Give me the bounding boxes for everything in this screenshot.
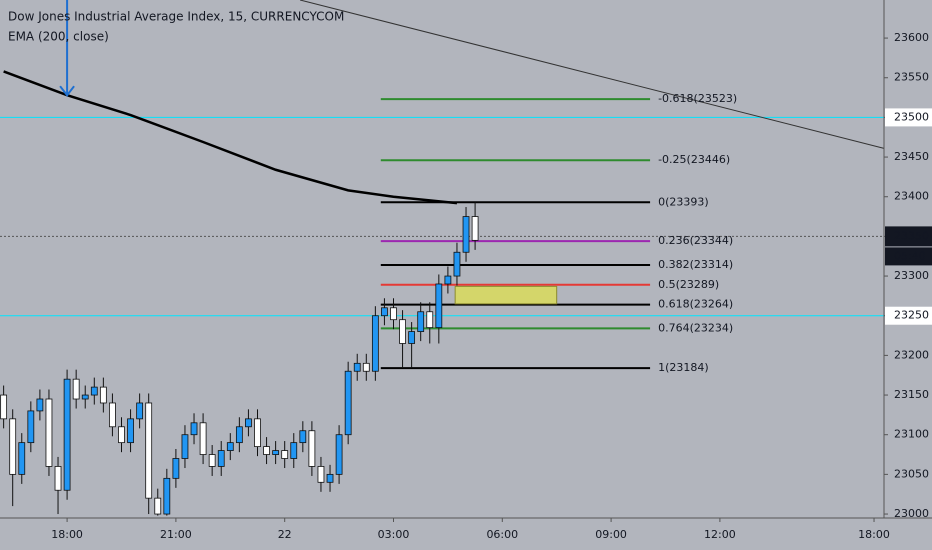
candle-body [362,362,370,372]
last-price-label: 23350 [894,229,929,242]
candle-body [72,378,80,400]
candle-body [444,275,452,285]
x-tick-label: 18:00 [858,528,890,541]
candle-body [408,331,416,344]
candle-body [145,402,153,499]
x-tick-label: 21:00 [160,528,192,541]
countdown-tag [885,247,932,266]
candle-body [235,426,243,444]
x-tick-label: 18:00 [51,528,83,541]
candle-body [435,283,443,329]
countdown-label: 05:40 [894,249,926,262]
candle-body [453,251,461,277]
y-tick-label: 23050 [894,467,929,480]
y-tick-label: 23600 [894,31,929,44]
candle-body [127,418,134,444]
candle-body [217,450,225,467]
y-tick-label: 23000 [894,507,929,520]
candle-body [63,378,71,491]
x-tick-label: 09:00 [595,528,627,541]
candle-body [18,442,26,475]
candle-body [245,418,252,428]
candle-body [399,319,406,344]
y-tick-label: 23450 [894,150,929,163]
price-tag [885,306,932,325]
candle-body [272,450,280,455]
candle-body [335,434,343,475]
candle-body [81,394,89,400]
candle-body [299,430,307,444]
candle-body [99,386,107,404]
fib-label: 0.382(23314) [658,258,733,271]
y-tick-label: 23200 [894,348,929,361]
fib-label: 0.5(23289) [658,278,719,291]
candle-body [263,446,270,455]
y-tick-label: 23100 [894,428,929,441]
candle-body [281,450,289,459]
x-tick-label: 12:00 [704,528,736,541]
fib-label: 1(23184) [658,361,709,374]
candle-body [0,394,8,420]
ema-line [3,70,458,205]
candle-body [190,422,198,436]
candle-body [90,386,98,396]
price-tag-label: 23500 [894,110,929,123]
price-tag [885,108,932,127]
candle-body [172,458,180,479]
candle-body [208,454,216,467]
candle-body [462,216,470,253]
zone-box [454,285,558,305]
candle-body [254,418,261,448]
candle-body [199,422,207,455]
candle-body [371,315,379,372]
candle-body [317,466,325,483]
candle-body [471,216,479,241]
candle-body [27,410,35,444]
x-tick-label: 03:00 [378,528,410,541]
trendline [299,0,885,149]
last-price-tag [885,226,932,247]
candle-body [36,398,44,412]
x-tick-label: 06:00 [486,528,518,541]
candle-body [118,426,125,444]
candle-body [154,497,162,515]
candle-body [308,430,316,467]
candle-body [9,418,17,475]
price-tag-label: 23250 [894,309,929,322]
candle-body [226,442,234,451]
candle-body [426,311,434,329]
y-tick-label: 23300 [894,269,929,282]
candle-body [326,473,334,483]
chart-title: Dow Jones Industrial Average Index, 15, … [8,10,344,24]
fib-label: 0.764(23234) [658,321,733,334]
y-tick-label: 23550 [894,71,929,84]
candle-body [181,434,189,459]
candle-body [109,402,116,428]
candle-body [163,477,171,515]
indicator-legend: EMA (200, close) [8,30,109,44]
y-tick-label: 23150 [894,388,929,401]
fib-label: 0(23393) [658,195,709,208]
fib-label: 0.236(23344) [658,234,733,247]
candle-body [54,466,62,491]
candle-body [390,307,397,321]
x-tick-label: 22 [278,528,292,541]
fib-label: 0.618(23264) [658,298,733,311]
plot-area: -0.618(23523) -0.25(23446) 0(23393) 0.236(2… [0,0,885,516]
candle-body [353,362,361,372]
candle-body [45,398,53,467]
candle-body [136,402,144,420]
candle-body [290,442,298,459]
candle-body [417,311,425,332]
arrow-head [59,85,75,97]
fib-label: -0.25(23446) [658,153,730,166]
fib-label: -0.618(23523) [658,92,737,105]
candle-body [344,370,352,436]
candle-body [381,307,388,317]
y-tick-label: 23400 [894,190,929,203]
